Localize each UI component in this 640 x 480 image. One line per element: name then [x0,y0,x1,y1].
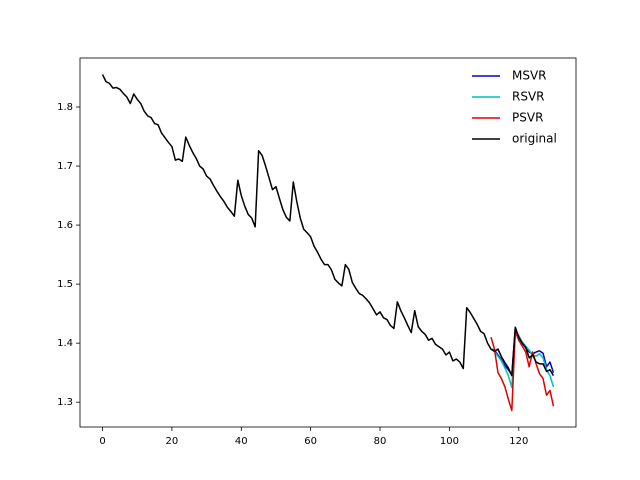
y-tick-label: 1.4 [57,338,73,349]
axes-frame [79,57,577,428]
y-tick-label: 1.5 [57,279,73,290]
x-tick-label: 120 [509,436,528,447]
y-tick-label: 1.7 [57,161,73,172]
y-tick-label: 1.3 [57,397,73,408]
legend-label: original [512,132,557,146]
series-line [490,330,555,412]
x-tick-label: 20 [166,436,179,447]
legend-label: MSVR [512,69,547,83]
series-line [101,74,555,377]
x-tick-label: 100 [440,436,459,447]
x-tick-label: 0 [99,436,105,447]
y-tick-label: 1.6 [57,220,73,231]
legend-label: RSVR [512,90,545,104]
x-tick-label: 40 [235,436,248,447]
x-tick-label: 80 [374,436,387,447]
y-tick-label: 1.8 [57,102,73,113]
x-tick-label: 60 [304,436,317,447]
legend-label: PSVR [512,111,543,125]
